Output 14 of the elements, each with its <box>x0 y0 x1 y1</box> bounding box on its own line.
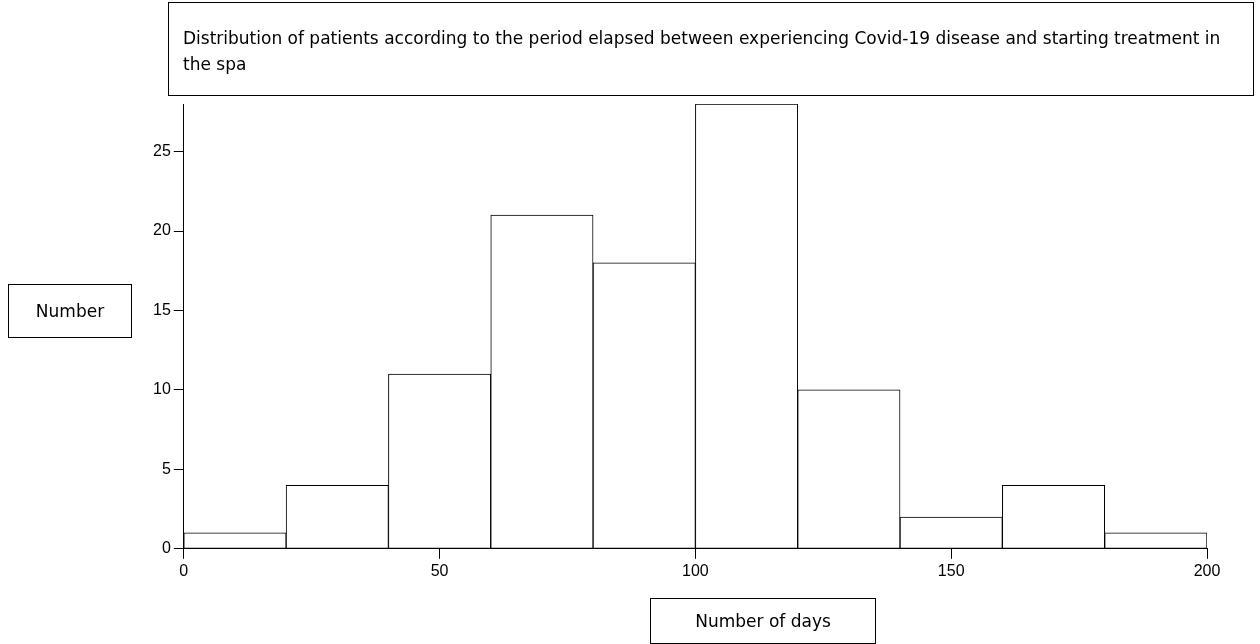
x-tick-label: 50 <box>430 561 449 579</box>
x-tick-label: 150 <box>937 561 965 579</box>
x-tick-label: 0 <box>179 561 189 579</box>
y-tick-label: 15 <box>153 300 171 318</box>
y-tick-label: 0 <box>161 539 171 557</box>
x-axis-title: Number of days <box>650 598 876 644</box>
y-tick-label: 20 <box>153 221 171 239</box>
y-axis-title: Number <box>8 284 132 338</box>
chart-title: Distribution of patients according to the period elapsed between experiencing Covid-19 disease and starting treatment in the spa <box>168 2 1254 96</box>
x-tick-label: 200 <box>1193 561 1221 579</box>
y-tick-label: 10 <box>153 380 171 398</box>
y-tick-label: 5 <box>161 459 171 477</box>
x-tick-label: 100 <box>682 561 709 579</box>
y-tick-label: 25 <box>153 142 171 160</box>
